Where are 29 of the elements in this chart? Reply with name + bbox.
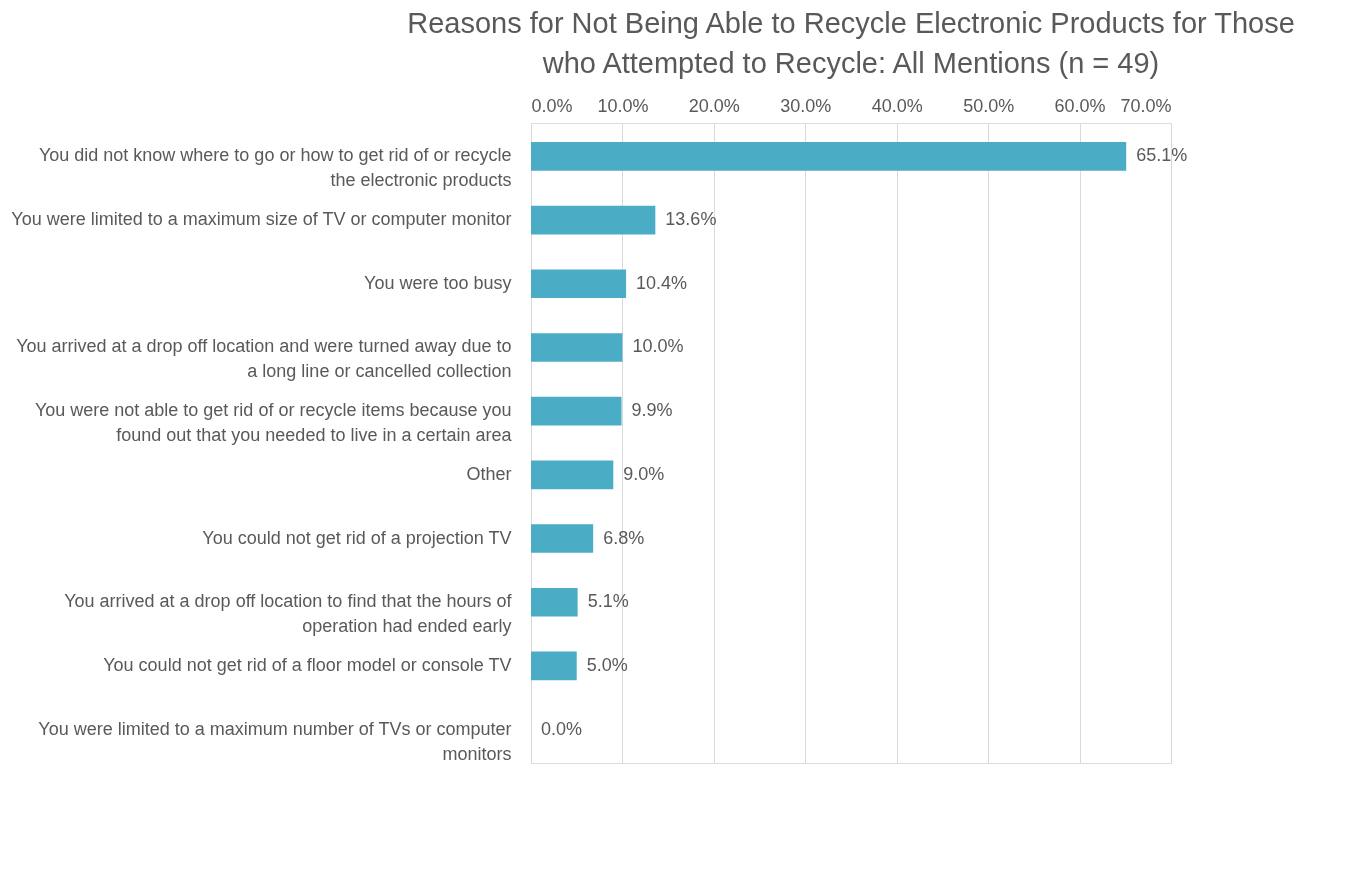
y-tick-label: You arrived at a drop off location and were turned away due to a long line or cancelled collection bbox=[16, 336, 512, 382]
x-tick-label: 40.0% bbox=[871, 95, 923, 116]
x-tick-label: 70.0% bbox=[1120, 95, 1172, 116]
data-label: 6.8% bbox=[603, 527, 645, 548]
x-tick-label: 30.0% bbox=[780, 95, 832, 116]
data-label: 65.1% bbox=[1136, 145, 1188, 166]
data-label: 9.0% bbox=[623, 463, 665, 484]
y-tick-label: You were limited to a maximum size of TV or computer monitor bbox=[11, 209, 512, 230]
y-tick-label: You did not know where to go or how to get rid of or recycle the electronic products bbox=[38, 145, 512, 191]
y-tick-label: You were limited to a maximum number of TVs or computer monitors bbox=[38, 718, 512, 764]
data-label: 5.0% bbox=[586, 654, 628, 675]
x-tick-label: 0.0% bbox=[531, 95, 573, 116]
data-label: 9.9% bbox=[631, 400, 673, 421]
data-label: 10.4% bbox=[636, 272, 688, 293]
x-tick-label: 60.0% bbox=[1054, 95, 1106, 116]
data-label: 10.0% bbox=[632, 336, 684, 357]
chart-title: Reasons for Not Being Able to Recycle Electronic Products for Those who Attempted to Recycle: All Mentions (n = 49) bbox=[407, 7, 1295, 79]
y-tick-label: You were too busy bbox=[364, 272, 512, 293]
y-tick-label: You were not able to get rid of or recycle items because you found out that you needed to live in a certain area bbox=[34, 400, 513, 446]
y-tick-label: You arrived at a drop off location to find that the hours of operation had ended early bbox=[64, 591, 513, 637]
x-tick-label: 50.0% bbox=[963, 95, 1015, 116]
x-tick-label: 20.0% bbox=[688, 95, 740, 116]
y-tick-label: You could not get rid of a floor model or console TV bbox=[103, 654, 512, 675]
data-label: 5.1% bbox=[587, 591, 629, 612]
data-label: 0.0% bbox=[541, 718, 583, 739]
y-tick-label: Other bbox=[466, 463, 512, 484]
data-label: 13.6% bbox=[665, 209, 717, 230]
x-tick-label: 10.0% bbox=[597, 95, 649, 116]
y-tick-label: You could not get rid of a projection TV bbox=[202, 527, 512, 548]
